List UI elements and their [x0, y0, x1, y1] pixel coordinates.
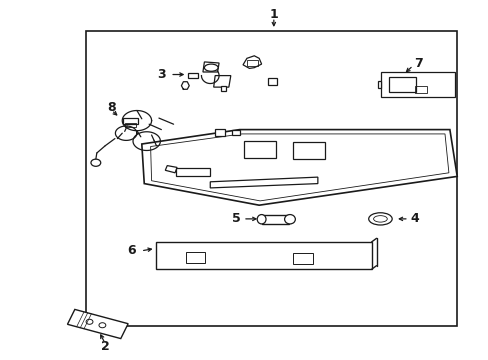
Text: 5: 5 [231, 212, 240, 225]
Polygon shape [221, 86, 225, 91]
Polygon shape [67, 309, 128, 339]
Polygon shape [165, 166, 177, 173]
Polygon shape [213, 76, 230, 87]
Polygon shape [293, 142, 325, 159]
Text: 4: 4 [409, 212, 418, 225]
Polygon shape [377, 81, 381, 88]
Text: 1: 1 [269, 8, 278, 21]
Polygon shape [156, 242, 371, 269]
Polygon shape [203, 62, 219, 72]
Text: 2: 2 [101, 340, 109, 353]
Polygon shape [381, 72, 454, 97]
Polygon shape [244, 141, 276, 158]
Polygon shape [243, 56, 261, 68]
Bar [185, 252, 205, 263]
Text: 6: 6 [127, 244, 136, 257]
Text: 7: 7 [413, 57, 422, 69]
Text: 3: 3 [157, 68, 165, 81]
Ellipse shape [284, 215, 295, 224]
Bar [261, 215, 288, 224]
Bar [125, 123, 136, 127]
Polygon shape [188, 73, 198, 78]
Bar [388, 77, 415, 92]
Bar [123, 118, 138, 124]
Bar [85, 31, 456, 326]
Polygon shape [176, 168, 210, 176]
Text: 8: 8 [107, 101, 116, 114]
Polygon shape [215, 129, 224, 136]
Ellipse shape [204, 64, 218, 71]
Ellipse shape [257, 215, 265, 224]
Bar [414, 86, 426, 93]
Ellipse shape [368, 213, 391, 225]
Polygon shape [142, 130, 456, 205]
Polygon shape [232, 130, 239, 135]
Polygon shape [210, 177, 317, 188]
Bar [247, 60, 258, 66]
Bar [293, 253, 312, 264]
Polygon shape [267, 78, 277, 85]
